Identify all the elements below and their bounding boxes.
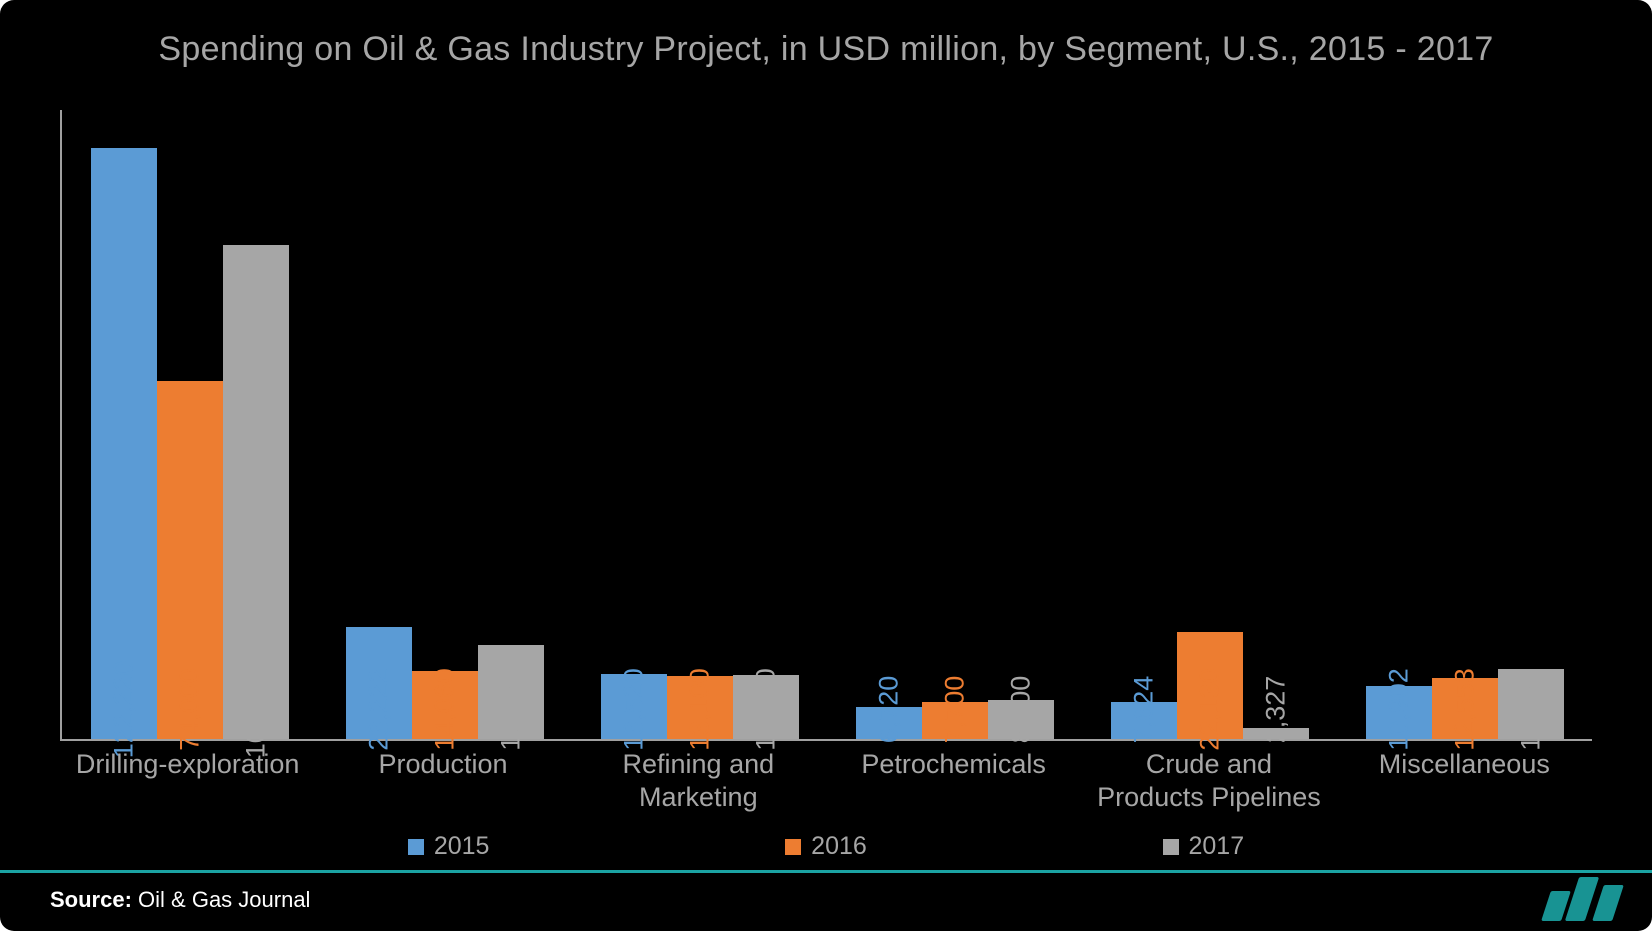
- chart-card: Spending on Oil & Gas Industry Project, …: [0, 0, 1652, 931]
- brand-logo-icon: [1546, 877, 1618, 921]
- legend-swatch-icon: [408, 839, 424, 855]
- chart-title: Spending on Oil & Gas Industry Project, …: [0, 0, 1652, 69]
- x-axis-labels: Drilling-explorationProductionRefining a…: [60, 738, 1592, 816]
- bar-group: 6,7207,7008,100: [827, 110, 1082, 739]
- bar: 122,220: [91, 148, 157, 739]
- x-axis-label: Production: [315, 738, 570, 816]
- legend-swatch-icon: [785, 839, 801, 855]
- legend-label: 2016: [811, 832, 867, 861]
- bar: 102,000: [223, 245, 289, 739]
- bar: 13,100: [667, 676, 733, 739]
- bar: 14,485: [1498, 669, 1564, 739]
- x-axis-label: Drilling-exploration: [60, 738, 315, 816]
- bar: 8,100: [988, 700, 1054, 739]
- bar: 6,720: [856, 707, 922, 740]
- plot-area: 122,22074,000102,00023,22214,06019,38013…: [60, 110, 1592, 741]
- bar: 13,200: [733, 675, 799, 739]
- bar-value-label: 8,100: [1005, 676, 1036, 744]
- footer-accent-line: [0, 870, 1652, 873]
- bar-value-label: 2,327: [1260, 676, 1291, 744]
- bar: 23,222: [346, 627, 412, 739]
- legend-item: 2017: [1163, 832, 1245, 861]
- bar: 74,000: [157, 381, 223, 739]
- bar: 14,060: [412, 671, 478, 739]
- bar-value-label: 7,700: [939, 676, 970, 744]
- x-axis-label: Crude and Products Pipelines: [1081, 738, 1336, 816]
- legend-item: 2016: [785, 832, 867, 861]
- legend-item: 2015: [408, 832, 490, 861]
- source-prefix: Source:: [50, 887, 132, 912]
- bar-group: 122,22074,000102,000: [62, 110, 317, 739]
- x-axis-label: Miscellaneous: [1337, 738, 1592, 816]
- bar-group: 7,62422,1302,327: [1082, 110, 1337, 739]
- legend-label: 2015: [434, 832, 490, 861]
- bar: 13,520: [601, 674, 667, 739]
- bar: 19,380: [478, 645, 544, 739]
- bar-group: 10,90212,55314,485: [1337, 110, 1592, 739]
- bar-value-label: 7,624: [1128, 676, 1159, 744]
- legend-swatch-icon: [1163, 839, 1179, 855]
- legend: 2015 2016 2017: [0, 832, 1652, 861]
- bar: 7,700: [922, 702, 988, 739]
- legend-label: 2017: [1189, 832, 1245, 861]
- x-axis-label: Refining and Marketing: [571, 738, 826, 816]
- source-citation: Source: Oil & Gas Journal: [50, 887, 310, 913]
- bar-group: 13,52013,10013,200: [572, 110, 827, 739]
- bar-groups: 122,22074,000102,00023,22214,06019,38013…: [62, 110, 1592, 739]
- x-axis-label: Petrochemicals: [826, 738, 1081, 816]
- bar: 12,553: [1432, 678, 1498, 739]
- bar: 10,902: [1366, 686, 1432, 739]
- bar: 7,624: [1111, 702, 1177, 739]
- bar-value-label: 6,720: [873, 676, 904, 744]
- bar-group: 23,22214,06019,380: [317, 110, 572, 739]
- source-text: Oil & Gas Journal: [138, 887, 310, 912]
- bar: 22,130: [1177, 632, 1243, 739]
